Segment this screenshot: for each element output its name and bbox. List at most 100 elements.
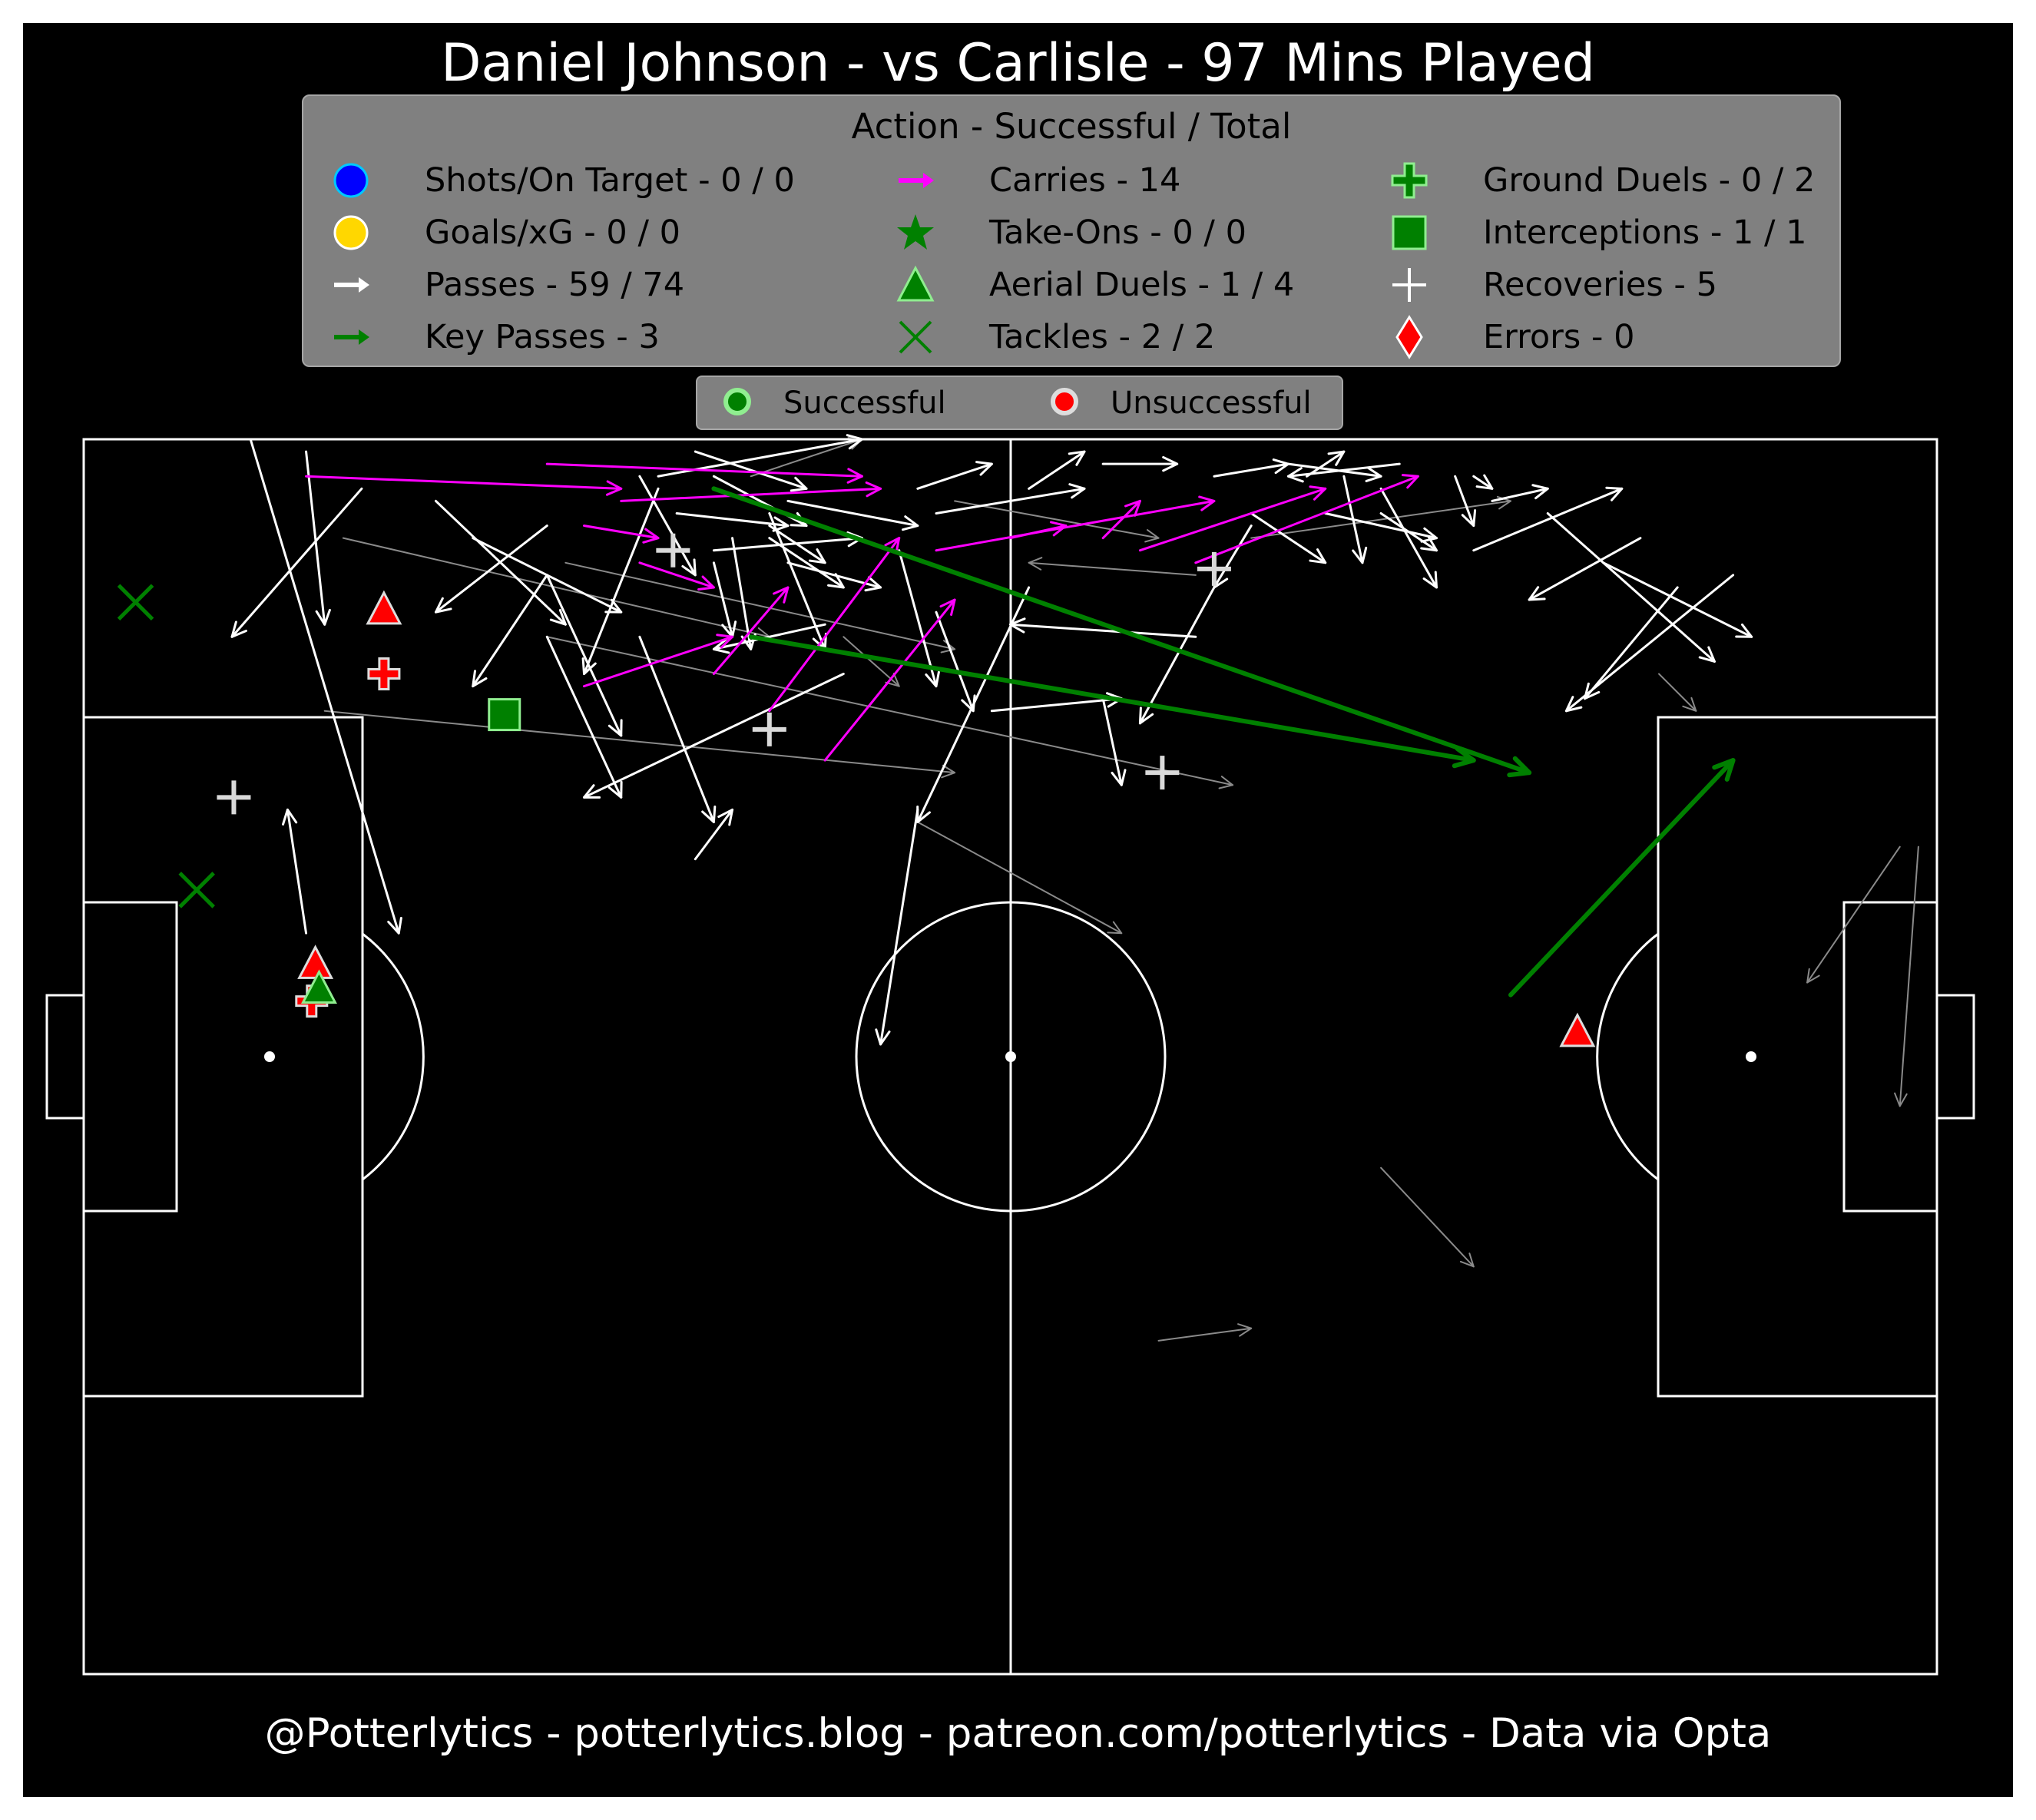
legend-item-take-ons: Take-Ons - 0 / 0 bbox=[885, 207, 1246, 259]
legend-label: Aerial Duels - 1 / 4 bbox=[989, 266, 1295, 304]
pass-arrow bbox=[249, 438, 402, 935]
pass-arrow-unsuccessful bbox=[1894, 845, 1919, 1107]
pass-arrow bbox=[583, 673, 845, 799]
pass-arrow bbox=[898, 549, 941, 688]
recovery-marker bbox=[217, 780, 251, 815]
left-penalty-spot bbox=[264, 1051, 275, 1062]
legend-item-goals: Goals/xG - 0 / 0 bbox=[320, 207, 680, 259]
star-green-icon bbox=[885, 207, 946, 259]
dot-red-icon bbox=[1048, 385, 1081, 422]
pass-arrow bbox=[712, 531, 863, 552]
ground-duel-marker bbox=[367, 657, 401, 691]
triangle-green-icon bbox=[885, 259, 946, 311]
pass-arrow bbox=[1101, 697, 1127, 786]
pass-arrow-unsuccessful bbox=[1028, 557, 1197, 576]
pass-arrow bbox=[305, 450, 331, 626]
left-penalty-arc bbox=[362, 932, 425, 1181]
key-pass-arrow bbox=[711, 486, 1532, 778]
pass-arrow bbox=[1009, 617, 1197, 638]
recovery-marker bbox=[1197, 551, 1231, 586]
pass-arrow bbox=[1250, 511, 1327, 564]
pass-arrow bbox=[935, 483, 1086, 515]
pass-arrow-unsuccessful bbox=[954, 500, 1160, 543]
legend-label: Shots/On Target - 0 / 0 bbox=[425, 161, 795, 200]
legend-item-aerial-duels: Aerial Duels - 1 / 4 bbox=[885, 259, 1294, 311]
pass-arrow bbox=[1584, 586, 1679, 700]
left-six-yard-box bbox=[82, 901, 178, 1213]
key-pass-arrow bbox=[1508, 758, 1736, 998]
legend-item-key-passes: Key Passes - 3 bbox=[320, 311, 660, 363]
key-passes-layer bbox=[711, 486, 1736, 998]
carry-arrow bbox=[1138, 485, 1327, 552]
pass-arrow-unsuccessful bbox=[916, 821, 1123, 935]
chart-title: Daniel Johnson - vs Carlisle - 97 Mins P… bbox=[441, 33, 1595, 94]
recovery-marker bbox=[752, 712, 786, 746]
legend-label: Goals/xG - 0 / 0 bbox=[425, 213, 680, 252]
plus-white-icon bbox=[1379, 259, 1440, 311]
plus-green-icon bbox=[1379, 154, 1440, 207]
pass-arrow bbox=[472, 574, 548, 688]
pass-arrow bbox=[1306, 450, 1346, 478]
pass-arrow bbox=[638, 635, 717, 823]
pass-arrow-unsuccessful bbox=[1380, 1166, 1475, 1268]
pass-arrow bbox=[1454, 475, 1477, 528]
aerial-duel-marker bbox=[300, 969, 337, 1004]
carry-arrow bbox=[712, 586, 790, 676]
circle-blue-icon bbox=[320, 154, 382, 207]
right-six-yard-box bbox=[1842, 901, 1938, 1213]
pass-arrow bbox=[545, 574, 623, 737]
carry-arrow bbox=[305, 475, 623, 496]
status-legend-unsuccessful: Unsuccessful bbox=[1048, 377, 1312, 429]
right-penalty-area bbox=[1657, 716, 1938, 1398]
pass-arrow bbox=[1138, 586, 1216, 725]
pass-arrow bbox=[230, 487, 363, 638]
circle-yellow-icon bbox=[320, 207, 382, 259]
legend-item-carries: Carries - 14 bbox=[885, 154, 1180, 207]
key-pass-arrow bbox=[748, 634, 1476, 769]
pass-arrow bbox=[1324, 511, 1438, 543]
carry-arrow bbox=[768, 537, 901, 713]
carry-arrow bbox=[583, 634, 734, 688]
aerial-duel-marker bbox=[1559, 1012, 1596, 1047]
pass-arrow-unsuccessful bbox=[1806, 845, 1901, 984]
legend-item-ground-duels: Ground Duels - 0 / 2 bbox=[1379, 154, 1815, 207]
pass-arrow-unsuccessful bbox=[1658, 673, 1697, 712]
legend-item-passes: Passes - 59 / 74 bbox=[320, 259, 684, 311]
pass-arrow bbox=[581, 487, 660, 676]
arrow-magenta-icon bbox=[885, 154, 946, 207]
right-goal bbox=[1935, 994, 1975, 1120]
pass-arrow bbox=[638, 475, 697, 577]
pass-arrow bbox=[935, 611, 976, 713]
pass-arrow bbox=[434, 524, 548, 614]
pass-arrow bbox=[712, 623, 826, 654]
pass-arrow bbox=[875, 808, 919, 1046]
pass-arrow bbox=[786, 499, 919, 531]
pass-arrow bbox=[916, 461, 993, 490]
pass-arrow-unsuccessful bbox=[1157, 1323, 1253, 1342]
arrow-green-icon bbox=[320, 311, 382, 363]
recovery-marker bbox=[656, 533, 690, 568]
carry-arrow bbox=[1194, 474, 1419, 564]
centre-circle bbox=[855, 901, 1167, 1213]
pass-arrow bbox=[1101, 455, 1179, 472]
carry-arrow bbox=[620, 481, 882, 502]
pass-arrow bbox=[545, 635, 623, 799]
pass-arrow bbox=[768, 537, 845, 589]
carry-arrow bbox=[638, 561, 715, 591]
legend-label: Take-Ons - 0 / 0 bbox=[989, 213, 1246, 252]
legend-item-shots: Shots/On Target - 0 / 0 bbox=[320, 154, 795, 207]
legend-item-interceptions: Interceptions - 1 / 1 bbox=[1379, 207, 1807, 259]
legend-label: Errors - 0 bbox=[1483, 318, 1635, 356]
pass-arrow-unsuccessful bbox=[1250, 495, 1512, 539]
pass-arrow bbox=[1602, 561, 1753, 638]
recovery-marker bbox=[1145, 756, 1180, 790]
pass-arrow bbox=[675, 511, 790, 532]
carry-arrow bbox=[583, 524, 660, 544]
pass-arrow bbox=[1213, 458, 1289, 478]
carry-arrow bbox=[1101, 499, 1141, 540]
x-green-icon bbox=[885, 311, 946, 363]
legend-label: Tackles - 2 / 2 bbox=[989, 318, 1216, 356]
carry-arrow bbox=[935, 495, 1216, 552]
pass-arrow bbox=[1546, 511, 1716, 663]
